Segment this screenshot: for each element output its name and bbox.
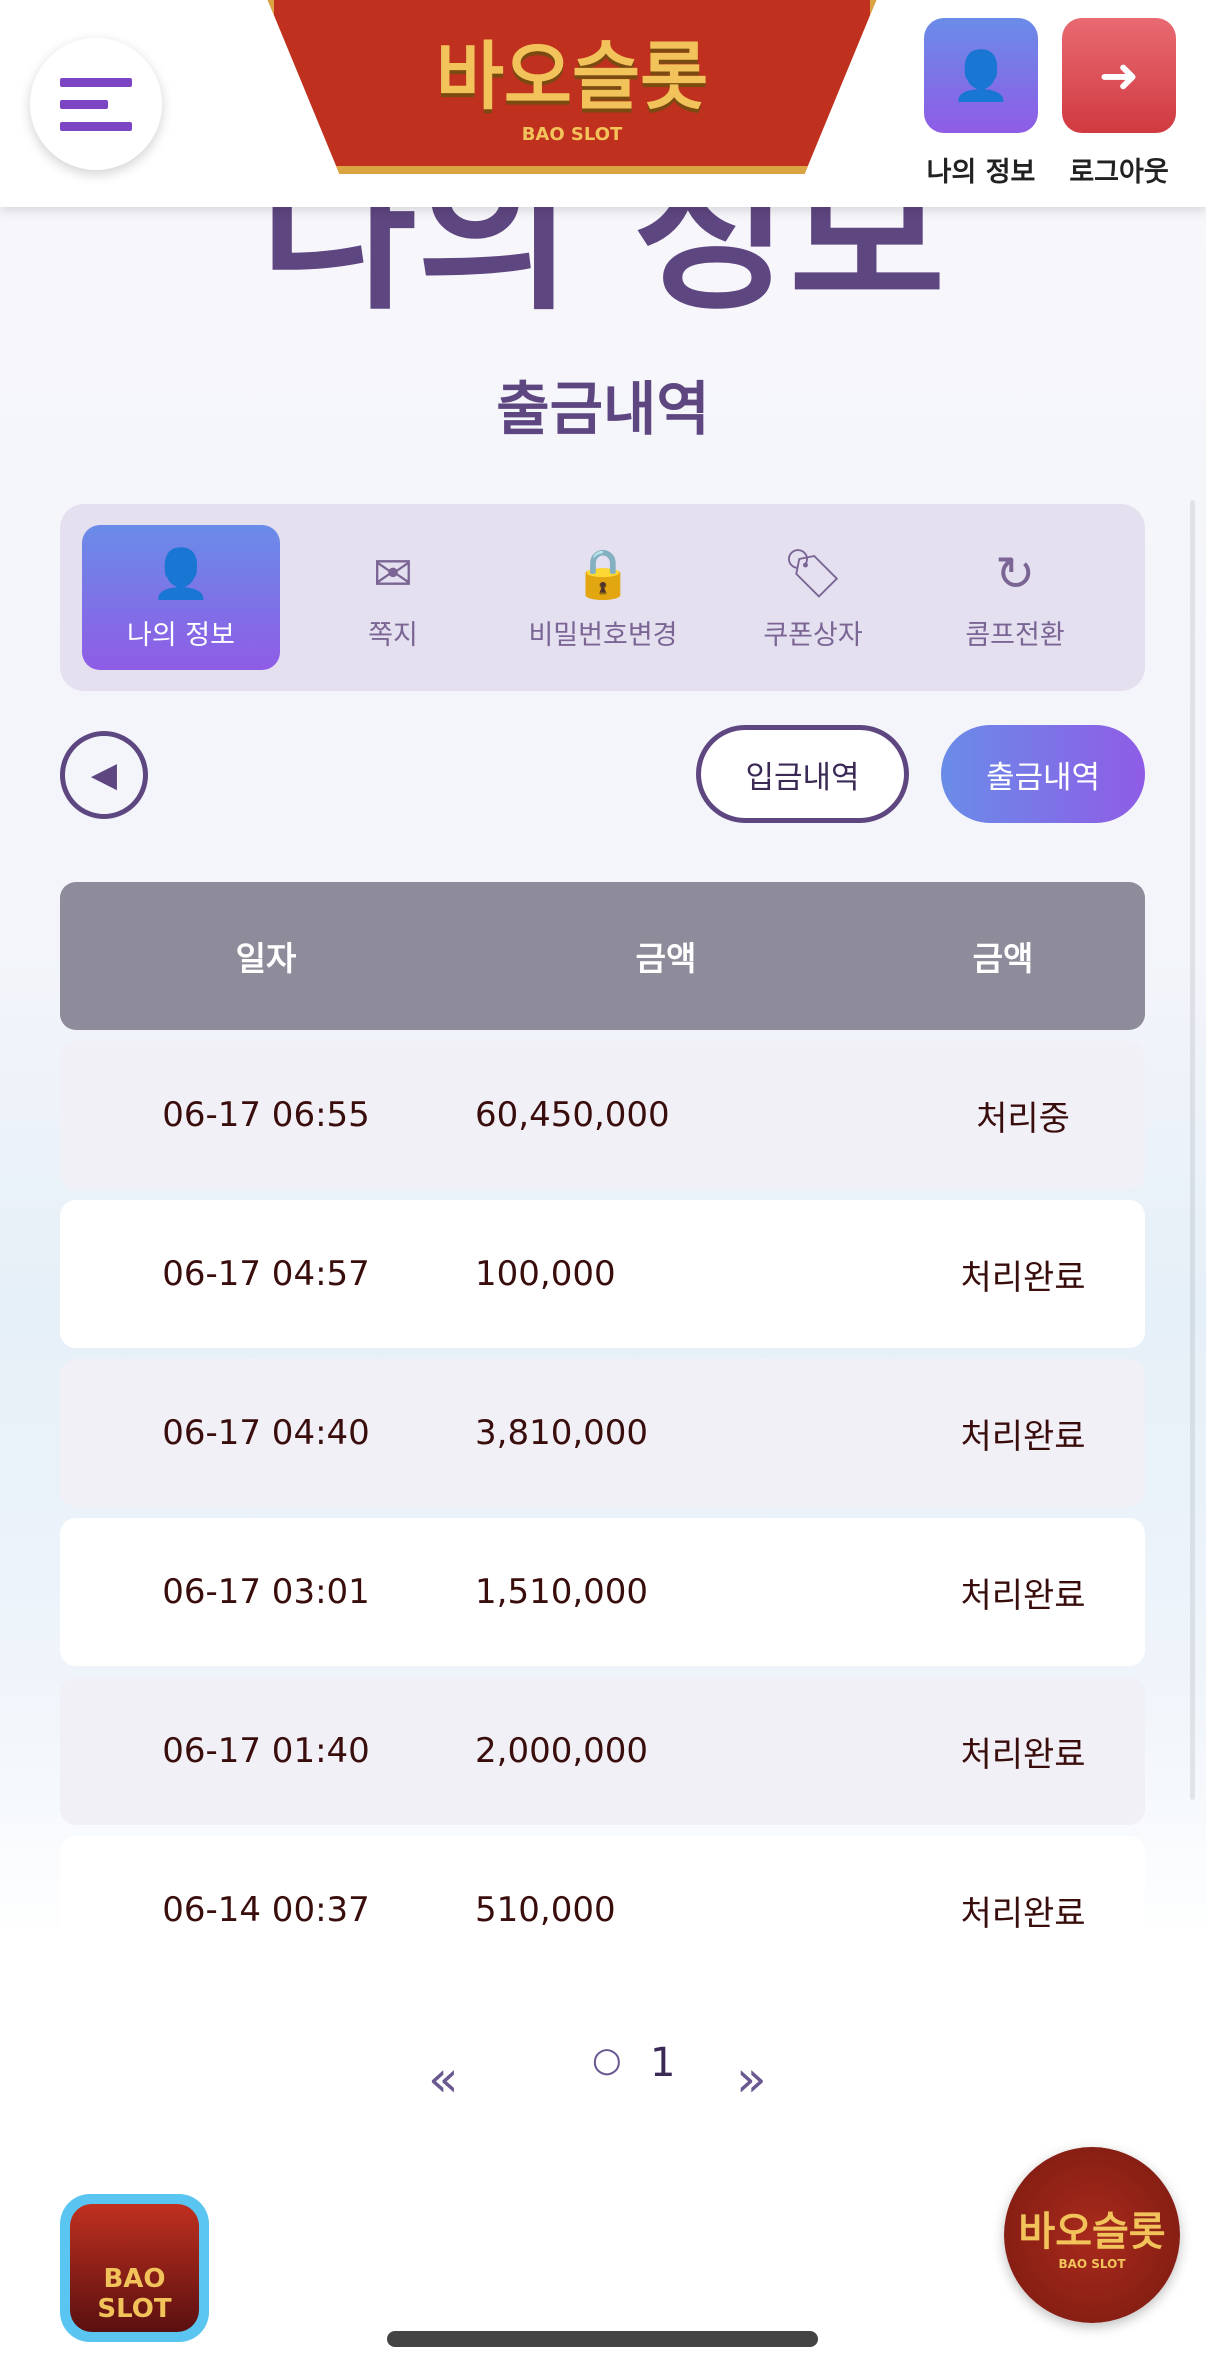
column-header-status: 금액: [972, 939, 1034, 978]
logo-text: 바오슬롯: [435, 34, 709, 120]
tab-label: 비밀번호변경: [528, 620, 678, 651]
menu-button[interactable]: [30, 38, 162, 170]
logout-label[interactable]: 로그아웃: [1069, 157, 1169, 188]
row-status: 처리완료: [960, 1416, 1086, 1457]
page-bullet: ○: [592, 2040, 622, 2080]
column-header-date: 일자: [235, 939, 297, 978]
row-date: 06-17 06:55: [162, 1095, 370, 1135]
tab-comp-convert[interactable]: ↻ 콤프전환: [916, 525, 1114, 670]
row-status: 처리완료: [960, 1893, 1086, 1934]
site-logo[interactable]: 바오슬롯 BAO SLOT: [266, 0, 878, 174]
row-status: 처리완료: [960, 1257, 1086, 1298]
tab-label: 콤프전환: [965, 620, 1065, 651]
sync-icon: ↻: [994, 546, 1036, 602]
row-date: 06-17 03:01: [162, 1572, 370, 1612]
row-date: 06-14 00:37: [162, 1890, 370, 1930]
floating-logo-subtext: BAO SLOT: [1058, 2257, 1126, 2271]
bao-slot-app-icon[interactable]: BAO SLOT: [60, 2194, 209, 2342]
tab-coupon-box[interactable]: 🏷 쿠폰상자: [714, 525, 912, 670]
row-amount: 1,510,000: [475, 1572, 649, 1612]
column-header-amount: 금액: [635, 939, 697, 978]
my-info-button[interactable]: 👤: [924, 18, 1038, 133]
back-button[interactable]: ◀: [60, 731, 148, 819]
table-row: 06-17 04:57 100,000 처리완료: [60, 1200, 1145, 1348]
row-amount: 100,000: [475, 1254, 616, 1294]
app-icon-text: BAO SLOT: [70, 2204, 199, 2332]
top-header: 바오슬롯 BAO SLOT 👤 ➜ 나의 정보 로그아웃: [0, 0, 1206, 207]
tab-label: 쿠폰상자: [763, 620, 863, 651]
table-row: 06-17 04:40 3,810,000 처리완료: [60, 1359, 1145, 1507]
floating-logo-button[interactable]: 바오슬롯 BAO SLOT: [1004, 2147, 1180, 2323]
row-amount: 2,000,000: [475, 1731, 649, 1771]
table-row: 06-17 06:55 60,450,000 처리중: [60, 1041, 1145, 1189]
my-info-label[interactable]: 나의 정보: [926, 157, 1036, 188]
row-date: 06-17 04:57: [162, 1254, 370, 1294]
tab-label: 나의 정보: [127, 620, 235, 651]
row-amount: 60,450,000: [475, 1095, 670, 1135]
deposit-history-button[interactable]: 입금내역: [696, 725, 909, 823]
table-header: 일자 금액 금액: [60, 882, 1145, 1030]
table-row: 06-17 03:01 1,510,000 처리완료: [60, 1518, 1145, 1666]
table-row: 06-17 01:40 2,000,000 처리완료: [60, 1677, 1145, 1825]
menu-icon: [60, 78, 132, 87]
tab-my-info[interactable]: 👤 나의 정보: [82, 525, 280, 670]
page-subtitle: 출금내역: [496, 375, 710, 443]
caret-left-icon: ◀: [90, 755, 118, 795]
row-amount: 510,000: [475, 1890, 616, 1930]
user-gear-icon: 👤: [951, 48, 1011, 104]
page-1[interactable]: 1: [650, 2040, 676, 2086]
logo-subtext: BAO SLOT: [521, 124, 623, 145]
floating-logo-text: 바오슬롯: [1018, 2209, 1166, 2255]
tab-bar: 👤 나의 정보 ✉ 쪽지 🔒 비밀번호변경 🏷 쿠폰상자 ↻ 콤프전환: [60, 504, 1145, 691]
tags-icon: 🏷: [782, 546, 844, 602]
row-date: 06-17 01:40: [162, 1731, 370, 1771]
row-status: 처리완료: [960, 1575, 1086, 1616]
menu-icon-bar: [60, 122, 132, 131]
tab-change-password[interactable]: 🔒 비밀번호변경: [504, 525, 702, 670]
sign-out-icon: ➜: [1098, 47, 1140, 104]
withdraw-history-button[interactable]: 출금내역: [941, 725, 1145, 823]
scrollbar[interactable]: [1190, 500, 1195, 1800]
tab-messages[interactable]: ✉ 쪽지: [294, 525, 492, 670]
row-status: 처리완료: [960, 1734, 1086, 1775]
row-status: 처리중: [976, 1098, 1070, 1139]
lock-icon: 🔒: [573, 546, 633, 602]
user-tie-icon: 👤: [151, 546, 211, 602]
envelope-icon: ✉: [372, 546, 414, 602]
home-indicator: [387, 2331, 818, 2347]
logout-button[interactable]: ➜: [1062, 18, 1176, 133]
next-page-button[interactable]: »: [736, 2050, 767, 2108]
prev-page-button[interactable]: «: [428, 2050, 459, 2108]
row-amount: 3,810,000: [475, 1413, 649, 1453]
row-date: 06-17 04:40: [162, 1413, 370, 1453]
menu-icon-bar: [60, 100, 108, 109]
tab-label: 쪽지: [368, 620, 418, 651]
